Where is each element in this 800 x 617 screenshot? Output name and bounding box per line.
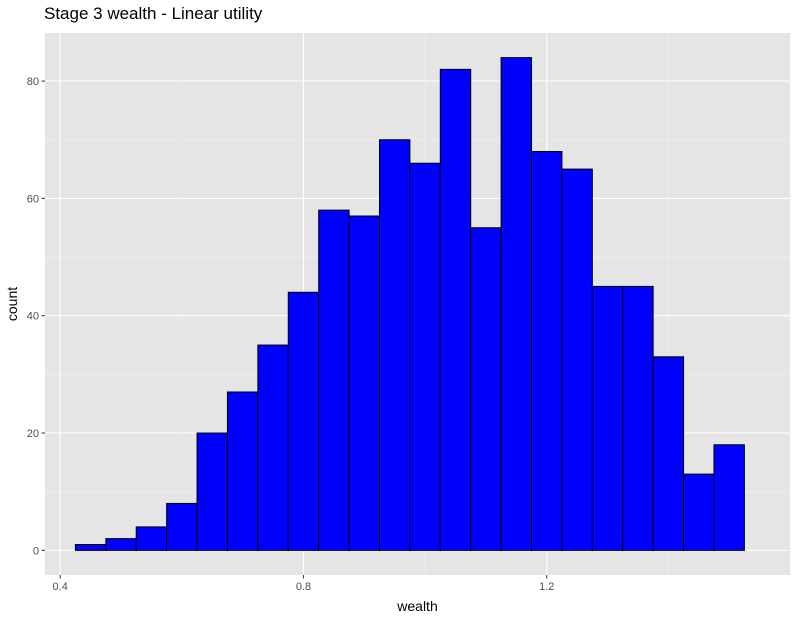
histogram-bar bbox=[318, 209, 350, 551]
y-tick-label: 80 bbox=[27, 76, 39, 88]
histogram-bar bbox=[531, 150, 563, 551]
x-axis: 0.4 0.8 1.2 bbox=[53, 575, 554, 593]
histogram-bar bbox=[652, 356, 685, 551]
histogram-bar bbox=[500, 57, 533, 551]
histogram-bar bbox=[591, 285, 624, 551]
x-tick-label: 0.8 bbox=[296, 581, 311, 593]
y-tick-label: 60 bbox=[27, 193, 39, 205]
histogram-bar bbox=[470, 227, 502, 551]
y-axis: 0 20 40 60 80 bbox=[27, 76, 45, 557]
histogram-bar bbox=[348, 215, 380, 551]
x-axis-title: wealth bbox=[396, 598, 437, 614]
histogram-bar bbox=[439, 68, 472, 551]
histogram-bar bbox=[561, 168, 593, 551]
histogram-bar bbox=[166, 502, 198, 551]
histogram-bars bbox=[74, 57, 745, 551]
y-axis-title: count bbox=[4, 287, 20, 321]
histogram-bar bbox=[74, 543, 107, 551]
y-tick-label: 0 bbox=[33, 545, 39, 557]
histogram-bar bbox=[409, 162, 441, 551]
histogram-bar bbox=[226, 391, 259, 551]
histogram-bar bbox=[105, 538, 137, 551]
histogram-bar bbox=[378, 139, 411, 551]
y-tick-label: 20 bbox=[27, 428, 39, 440]
histogram-bar bbox=[257, 344, 289, 551]
x-tick-label: 1.2 bbox=[539, 581, 554, 593]
histogram-bar bbox=[135, 526, 168, 551]
histogram-bar bbox=[196, 432, 228, 551]
histogram-bar bbox=[622, 285, 654, 551]
histogram-bar bbox=[287, 291, 320, 551]
histogram-bar bbox=[713, 444, 745, 551]
chart-title: Stage 3 wealth - Linear utility bbox=[44, 4, 263, 23]
x-tick-label: 0.4 bbox=[53, 581, 68, 593]
y-tick-label: 40 bbox=[27, 311, 39, 323]
histogram-bar bbox=[683, 473, 715, 551]
